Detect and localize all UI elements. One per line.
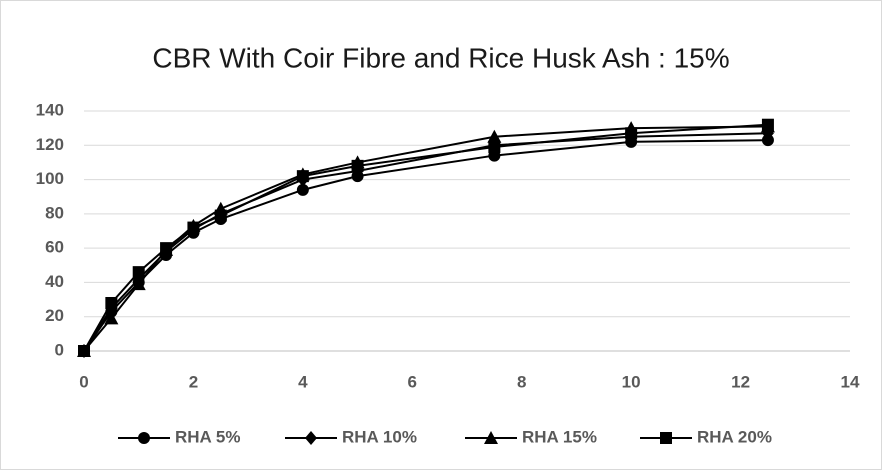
y-tick-label: 140 bbox=[36, 100, 64, 119]
x-tick-label: 8 bbox=[517, 372, 526, 391]
legend-marker bbox=[484, 431, 498, 444]
legend-label: RHA 20% bbox=[697, 427, 772, 446]
data-point bbox=[761, 118, 774, 131]
x-tick-label: 0 bbox=[79, 372, 88, 391]
legend-marker bbox=[138, 432, 150, 444]
data-point bbox=[131, 277, 146, 291]
y-tick-label: 0 bbox=[55, 340, 64, 359]
data-point bbox=[132, 266, 145, 279]
y-tick-label: 100 bbox=[36, 169, 64, 188]
data-point bbox=[487, 129, 502, 143]
data-point bbox=[488, 141, 501, 153]
x-tick-label: 2 bbox=[189, 372, 198, 391]
data-point bbox=[351, 159, 364, 172]
y-tick-label: 40 bbox=[45, 272, 64, 291]
chart-title: CBR With Coir Fibre and Rice Husk Ash : … bbox=[152, 42, 729, 73]
data-point bbox=[78, 345, 90, 357]
legend-label: RHA 10% bbox=[342, 427, 417, 446]
data-point bbox=[160, 242, 173, 255]
y-tick-label: 120 bbox=[36, 135, 64, 154]
legend-marker bbox=[660, 432, 672, 444]
x-tick-label: 12 bbox=[731, 372, 750, 391]
x-tick-label: 10 bbox=[622, 372, 641, 391]
data-point bbox=[104, 311, 119, 325]
x-tick-label: 14 bbox=[841, 372, 860, 391]
y-tick-label: 20 bbox=[45, 306, 64, 325]
data-point bbox=[296, 170, 309, 183]
legend-marker bbox=[305, 431, 317, 445]
data-point bbox=[105, 297, 118, 309]
x-tick-label: 4 bbox=[298, 372, 308, 391]
data-point bbox=[296, 183, 309, 196]
x-tick-label: 6 bbox=[408, 372, 417, 391]
data-point bbox=[625, 127, 638, 140]
data-point bbox=[214, 209, 227, 222]
legend-label: RHA 15% bbox=[522, 427, 597, 446]
y-tick-label: 60 bbox=[45, 238, 64, 257]
y-tick-label: 80 bbox=[45, 203, 64, 222]
data-point bbox=[187, 221, 200, 234]
legend-label: RHA 5% bbox=[175, 427, 241, 446]
